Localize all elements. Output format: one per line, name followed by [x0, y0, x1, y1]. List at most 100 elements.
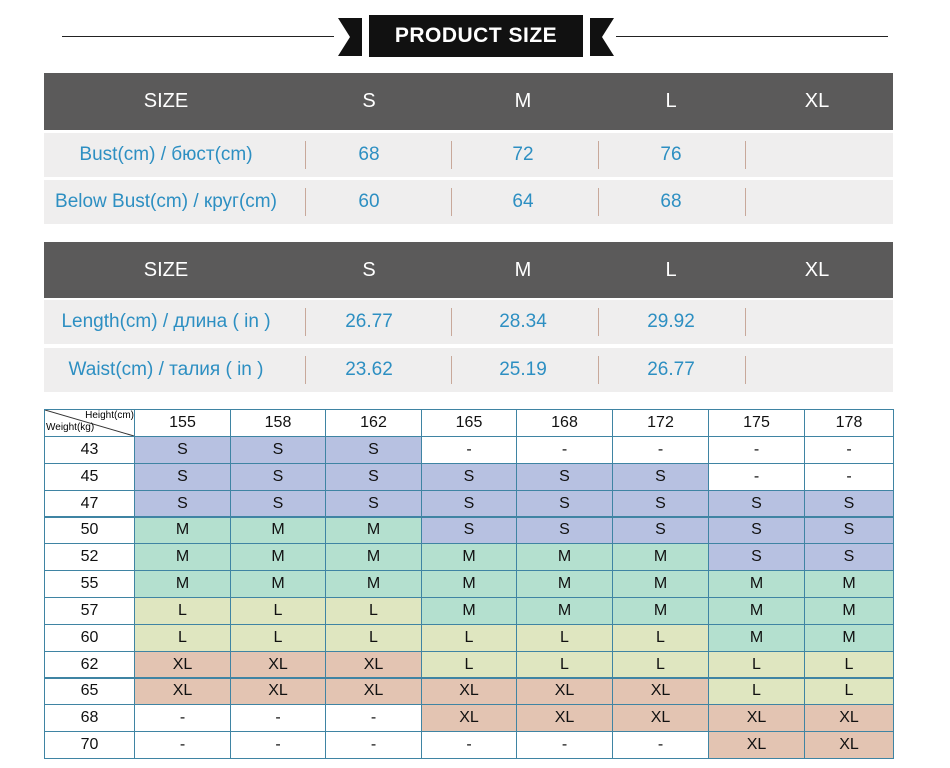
table-row [44, 133, 893, 177]
row-label: Length(cm) / длина ( in ) [61, 311, 271, 332]
size-cell: S [708, 489, 805, 518]
size-cell: M [134, 570, 231, 598]
separator [305, 188, 306, 216]
size-cell: S [708, 543, 805, 572]
size-cell: L [804, 677, 894, 706]
size-cell: - [804, 436, 894, 464]
size-cell: XL [230, 677, 326, 706]
size-cell: L [708, 650, 805, 679]
size-cell: M [804, 597, 894, 625]
size-cell: - [516, 731, 613, 759]
height-header: 162 [325, 409, 422, 437]
size-cell: L [325, 597, 422, 625]
column-header: XL [804, 258, 830, 281]
size-cell: M [612, 597, 709, 625]
size-cell: S [516, 516, 613, 545]
size-cell: - [612, 731, 709, 759]
size-cell: S [612, 516, 709, 545]
cell-value: 64 [512, 191, 534, 212]
size-cell: XL [325, 677, 422, 706]
size-cell: XL [421, 704, 517, 733]
separator [745, 141, 746, 169]
size-cell: S [325, 436, 422, 464]
size-cell: - [804, 462, 894, 491]
size-cell: - [325, 704, 422, 733]
size-cell: M [325, 570, 422, 598]
size-cell: L [421, 650, 517, 679]
size-cell: M [804, 570, 894, 598]
row-label: Below Bust(cm) / круг(cm) [55, 191, 277, 212]
size-cell: S [421, 489, 517, 518]
size-cell: L [612, 623, 709, 652]
size-cell: L [325, 623, 422, 652]
cell-value: 68 [358, 144, 380, 165]
separator [745, 188, 746, 216]
table-header [44, 73, 893, 130]
weight-label: 50 [44, 516, 135, 545]
size-cell: L [134, 597, 231, 625]
weight-label: 70 [44, 731, 135, 759]
cell-value: 76 [660, 144, 682, 165]
size-cell: L [230, 623, 326, 652]
height-header: 165 [421, 409, 517, 437]
size-cell: XL [134, 677, 231, 706]
size-cell: - [421, 436, 517, 464]
weight-label: 60 [44, 623, 135, 652]
size-cell: M [708, 570, 805, 598]
cell-value: 23.62 [345, 359, 393, 380]
height-header: 172 [612, 409, 709, 437]
separator [598, 188, 599, 216]
size-cell: M [421, 543, 517, 572]
size-cell: M [421, 597, 517, 625]
size-cell: - [230, 731, 326, 759]
size-cell: - [230, 704, 326, 733]
cell-value: 68 [660, 191, 682, 212]
size-cell: - [708, 436, 805, 464]
cell-value: 72 [512, 144, 534, 165]
weight-label: 57 [44, 597, 135, 625]
rule [62, 36, 334, 37]
height-header: 158 [230, 409, 326, 437]
column-header: L [665, 258, 677, 281]
size-cell: - [421, 731, 517, 759]
column-header: M [514, 258, 532, 281]
table-header [44, 242, 893, 298]
weight-label: 68 [44, 704, 135, 733]
size-cell: S [516, 462, 613, 491]
separator [451, 141, 452, 169]
size-cell: - [134, 704, 231, 733]
table-row [44, 348, 893, 392]
separator [451, 188, 452, 216]
size-cell: XL [134, 650, 231, 679]
column-header: M [514, 90, 532, 112]
size-cell: M [516, 570, 613, 598]
weight-label: 65 [44, 677, 135, 706]
table-row [44, 300, 893, 344]
height-header: 155 [134, 409, 231, 437]
size-cell: XL [612, 677, 709, 706]
size-cell: S [421, 462, 517, 491]
column-header: S [362, 258, 376, 281]
size-cell: M [421, 570, 517, 598]
size-cell: XL [708, 731, 805, 759]
cell-value: 29.92 [647, 311, 695, 332]
size-cell: L [134, 623, 231, 652]
size-cell: S [612, 489, 709, 518]
size-cell: - [708, 462, 805, 491]
separator [305, 356, 306, 384]
size-cell: S [230, 462, 326, 491]
size-cell: S [134, 462, 231, 491]
size-cell: L [708, 677, 805, 706]
size-cell: L [804, 650, 894, 679]
separator [451, 308, 452, 336]
size-cell: S [804, 516, 894, 545]
row-label: Waist(cm) / талия ( in ) [68, 359, 264, 380]
size-cell: L [516, 623, 613, 652]
size-cell: M [325, 516, 422, 545]
separator [598, 141, 599, 169]
size-cell: - [325, 731, 422, 759]
size-cell: S [804, 543, 894, 572]
size-cell: M [612, 570, 709, 598]
corner-bottom: Weight(kg) [46, 422, 95, 433]
column-header: L [665, 90, 677, 112]
